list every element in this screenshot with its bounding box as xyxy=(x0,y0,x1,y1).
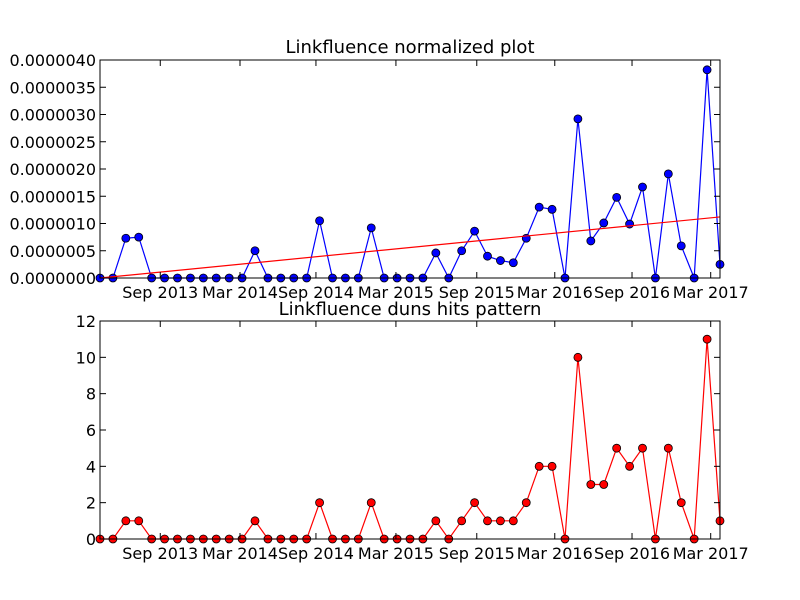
data-point xyxy=(573,352,583,362)
data-point xyxy=(534,461,544,471)
chart-title: Linkfluence normalized plot xyxy=(285,37,534,58)
data-point xyxy=(483,251,492,261)
x-tick-label: Sep 2015 xyxy=(439,544,515,563)
data-point xyxy=(431,516,441,526)
y-tick-label: 0.0000030 xyxy=(9,106,96,125)
data-point xyxy=(676,241,686,251)
trend-line xyxy=(99,216,721,279)
data-point xyxy=(638,182,647,192)
x-tick-label: Sep 2013 xyxy=(122,544,198,563)
data-point xyxy=(676,498,686,508)
x-tick-label: Sep 2016 xyxy=(594,544,670,563)
chart-title: Linkfluence duns hits pattern xyxy=(279,299,542,320)
series-line xyxy=(100,69,721,280)
y-tick-label: 0.0000040 xyxy=(9,51,96,70)
data-point xyxy=(638,443,647,453)
y-tick-label: 0.0000020 xyxy=(9,160,96,179)
data-point xyxy=(470,498,479,508)
x-tick-label: Mar 2017 xyxy=(673,283,749,302)
y-tick-label: 4 xyxy=(86,457,96,476)
y-tick-label: 2 xyxy=(86,494,96,513)
data-point xyxy=(599,218,609,228)
y-tick-label: 8 xyxy=(86,385,96,404)
x-tick-label: Sep 2016 xyxy=(594,283,670,302)
data-point xyxy=(663,169,673,179)
data-point xyxy=(508,258,518,268)
data-point xyxy=(702,65,712,75)
data-point xyxy=(521,498,531,508)
x-tick-label: Sep 2015 xyxy=(439,283,515,302)
x-tick-label: Mar 2014 xyxy=(202,283,278,302)
data-point xyxy=(663,443,673,453)
data-point xyxy=(483,516,492,526)
data-point xyxy=(625,461,634,471)
plot-frame xyxy=(99,320,721,540)
data-point xyxy=(612,443,622,453)
data-point xyxy=(612,192,622,202)
data-point xyxy=(599,480,609,489)
data-point xyxy=(431,248,441,258)
data-point xyxy=(250,516,260,526)
y-tick-label: 0 xyxy=(86,530,96,549)
y-tick-label: 0.0000000 xyxy=(9,269,96,288)
chart-panel-2: Linkfluence duns hits pattern 0 2 4 6 8 10 12 Se… xyxy=(76,299,749,563)
data-point xyxy=(250,246,260,256)
data-point xyxy=(702,334,712,344)
y-tick-label: 12 xyxy=(76,312,96,331)
x-tick-label: Mar 2014 xyxy=(202,544,278,563)
data-point xyxy=(366,223,376,233)
data-point xyxy=(496,256,505,265)
data-point xyxy=(470,226,479,236)
data-point xyxy=(586,480,596,489)
x-tick-label: Mar 2016 xyxy=(517,544,593,563)
data-point xyxy=(496,516,505,526)
data-point xyxy=(547,204,557,214)
data-point xyxy=(625,219,634,229)
data-point xyxy=(134,516,144,526)
data-point xyxy=(457,246,467,256)
x-tick-label: Sep 2013 xyxy=(122,283,198,302)
series-line xyxy=(100,339,721,541)
x-tick-label: Mar 2015 xyxy=(358,544,434,563)
data-point xyxy=(315,498,324,508)
data-point xyxy=(315,216,324,226)
data-point xyxy=(573,114,583,124)
x-tick-label: Mar 2015 xyxy=(358,283,434,302)
plot-frame xyxy=(99,59,721,279)
x-tick-label: Sep 2014 xyxy=(278,283,354,302)
data-point xyxy=(586,236,596,246)
data-point xyxy=(121,233,131,243)
data-point xyxy=(508,516,518,526)
y-tick-label: 0.0000015 xyxy=(9,187,96,206)
data-point xyxy=(134,232,144,242)
y-tick-label: 0.0000025 xyxy=(9,133,96,152)
y-tick-label: 0.0000010 xyxy=(9,215,96,234)
data-point xyxy=(534,202,544,212)
x-tick-label: Sep 2014 xyxy=(278,544,354,563)
y-tick-label: 0.0000035 xyxy=(9,78,96,97)
y-tick-label: 6 xyxy=(86,421,96,440)
x-tick-label: Mar 2017 xyxy=(673,544,749,563)
chart-panel-1: Linkfluence normalized plot 0.0000000 0.00… xyxy=(9,37,748,302)
data-point xyxy=(366,498,376,508)
y-tick-label: 10 xyxy=(76,348,96,367)
data-point xyxy=(121,516,131,526)
x-tick-label: Mar 2016 xyxy=(517,283,593,302)
data-point xyxy=(547,461,557,471)
data-point xyxy=(457,516,467,526)
y-tick-label: 0.0000005 xyxy=(9,242,96,261)
